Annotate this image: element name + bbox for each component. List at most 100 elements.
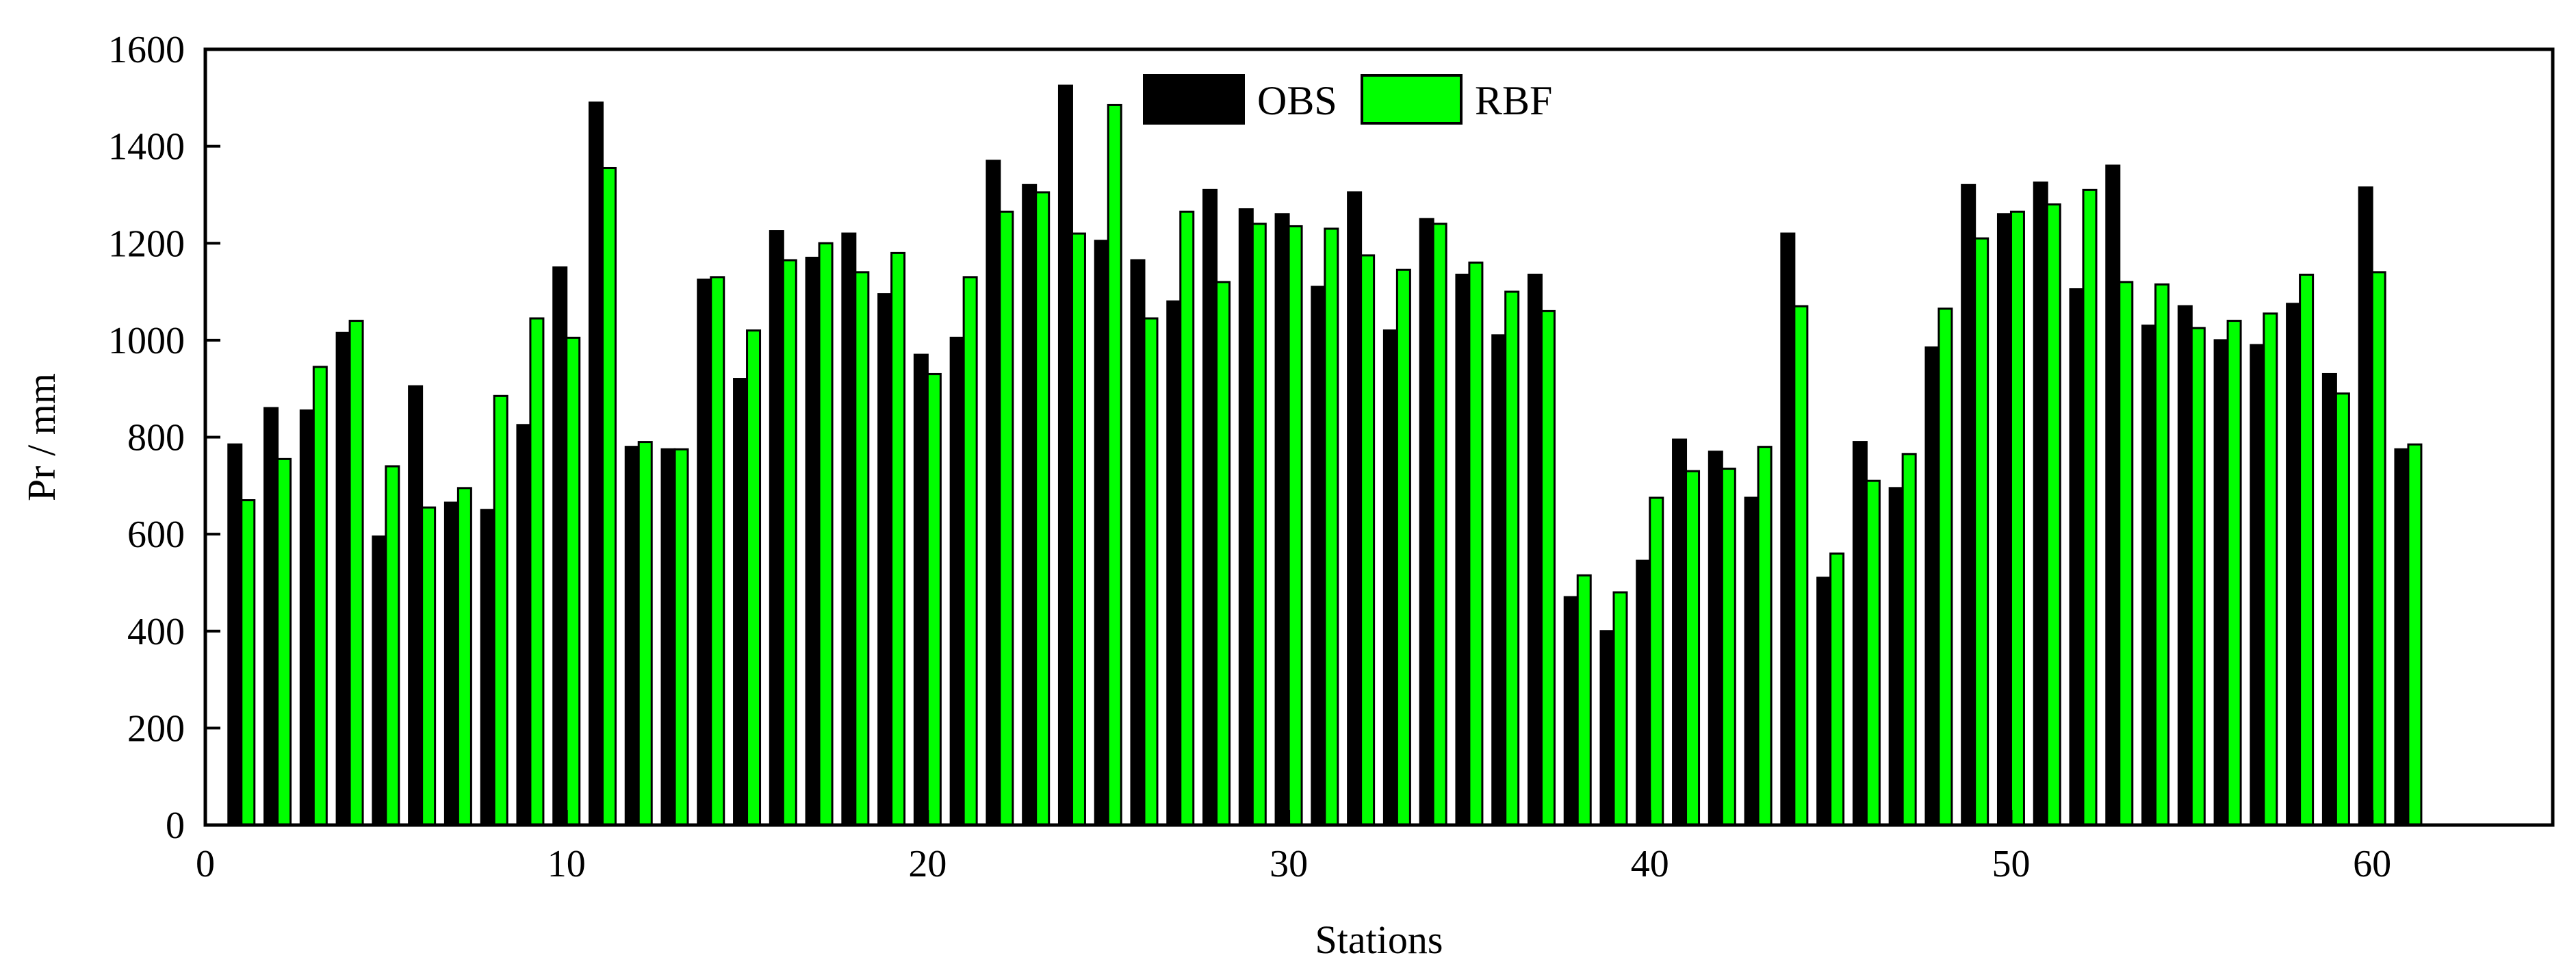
bar-rbf-60 <box>2371 271 2386 826</box>
bar-rbf-17 <box>818 242 834 826</box>
bar-obs-40 <box>1636 559 1651 826</box>
y-tick-label: 1400 <box>108 126 185 168</box>
x-tick-label: 10 <box>548 843 586 885</box>
bar-rbf-19 <box>890 251 906 826</box>
legend-swatch-obs <box>1143 74 1245 125</box>
bar-rbf-4 <box>348 320 364 826</box>
bar-obs-7 <box>443 501 459 826</box>
bar-obs-44 <box>1780 232 1796 826</box>
bar-obs-2 <box>263 407 279 826</box>
bar-obs-4 <box>335 331 351 826</box>
bar-rbf-13 <box>673 448 689 826</box>
x-tick-label: 0 <box>196 843 215 885</box>
bar-rbf-30 <box>1287 225 1303 826</box>
bar-obs-20 <box>913 353 929 826</box>
bar-obs-31 <box>1311 286 1326 826</box>
bar-obs-32 <box>1347 191 1363 826</box>
bar-obs-54 <box>2141 325 2157 826</box>
bar-rbf-18 <box>854 271 870 826</box>
bar-obs-50 <box>1996 213 2012 826</box>
bar-rbf-7 <box>456 487 472 826</box>
bar-obs-5 <box>372 535 387 826</box>
bar-rbf-27 <box>1179 210 1195 826</box>
series-rbf <box>240 103 2423 826</box>
bar-obs-19 <box>877 293 893 826</box>
x-tick-label: 60 <box>2353 843 2391 885</box>
bar-obs-33 <box>1382 329 1398 826</box>
bar-rbf-1 <box>240 499 256 826</box>
bar-obs-22 <box>986 160 1001 826</box>
bar-rbf-47 <box>1901 453 1917 826</box>
bar-obs-17 <box>805 256 821 826</box>
bar-obs-25 <box>1094 240 1109 826</box>
bar-obs-42 <box>1708 451 1723 826</box>
bar-obs-48 <box>1924 346 1940 826</box>
y-tick-label: 1200 <box>108 223 185 265</box>
bar-obs-1 <box>227 443 243 826</box>
bar-obs-10 <box>552 266 568 826</box>
bar-rbf-33 <box>1395 268 1411 826</box>
y-axis-title: Pr / mm <box>19 373 64 501</box>
bar-rbf-57 <box>2263 312 2278 826</box>
bar-obs-60 <box>2358 186 2373 826</box>
bar-obs-36 <box>1491 334 1507 826</box>
bar-obs-15 <box>733 378 749 826</box>
bar-rbf-55 <box>2190 327 2206 826</box>
bar-rbf-56 <box>2226 320 2242 826</box>
bar-rbf-23 <box>1035 191 1051 826</box>
bar-obs-11 <box>588 101 604 826</box>
bar-rbf-6 <box>421 506 437 826</box>
x-tick-label: 20 <box>908 843 946 885</box>
bar-rbf-16 <box>782 259 797 826</box>
bar-rbf-49 <box>1974 237 1989 826</box>
bar-obs-53 <box>2105 164 2121 826</box>
y-tick-label: 0 <box>166 805 185 847</box>
legend-label-obs: OBS <box>1257 78 1337 123</box>
bar-rbf-8 <box>493 394 508 826</box>
bar-rbf-58 <box>2299 273 2315 826</box>
bar-rbf-28 <box>1215 281 1231 826</box>
bar-obs-34 <box>1419 218 1434 826</box>
bar-rbf-5 <box>385 465 400 826</box>
bar-rbf-36 <box>1504 290 1520 826</box>
bar-obs-30 <box>1274 213 1290 826</box>
bar-rbf-40 <box>1649 496 1664 826</box>
bar-rbf-53 <box>2118 281 2134 826</box>
bar-obs-55 <box>2177 305 2193 826</box>
bar-obs-45 <box>1816 577 1832 826</box>
bar-rbf-43 <box>1757 446 1773 826</box>
y-tick-label: 1000 <box>108 320 185 362</box>
bar-rbf-42 <box>1721 468 1736 826</box>
bar-obs-35 <box>1455 273 1471 826</box>
y-tick-label: 400 <box>127 611 185 653</box>
x-tick-label: 30 <box>1270 843 1308 885</box>
bar-rbf-22 <box>999 210 1014 826</box>
bar-rbf-15 <box>746 329 762 826</box>
bar-rbf-9 <box>529 317 545 826</box>
bar-rbf-3 <box>312 366 328 826</box>
bar-obs-51 <box>2033 181 2048 826</box>
bar-rbf-44 <box>1793 305 1809 826</box>
x-axis-title: Stations <box>1315 917 1443 962</box>
bars-layer <box>227 84 2423 826</box>
bar-obs-3 <box>299 409 315 826</box>
bar-rbf-39 <box>1612 591 1628 826</box>
bar-obs-41 <box>1672 438 1688 826</box>
bar-rbf-26 <box>1143 317 1159 826</box>
bar-rbf-48 <box>1937 307 1953 826</box>
bar-rbf-50 <box>2009 210 2025 826</box>
bar-obs-56 <box>2213 339 2229 826</box>
axes-layer: 0 200 400 600 800 1000 1200 1400 1600 0 10 20 30 40 50… <box>108 29 2555 885</box>
legend-swatch-rbf <box>1361 74 1463 125</box>
bar-rbf-52 <box>2082 188 2098 826</box>
bar-obs-39 <box>1599 630 1615 826</box>
bar-rbf-14 <box>710 276 725 826</box>
bar-rbf-61 <box>2407 443 2423 826</box>
y-tick-label: 600 <box>127 514 185 556</box>
y-tick-label: 1600 <box>108 29 185 71</box>
x-tick-label: 40 <box>1631 843 1669 885</box>
bar-obs-29 <box>1238 208 1254 826</box>
bar-obs-52 <box>2069 288 2085 826</box>
